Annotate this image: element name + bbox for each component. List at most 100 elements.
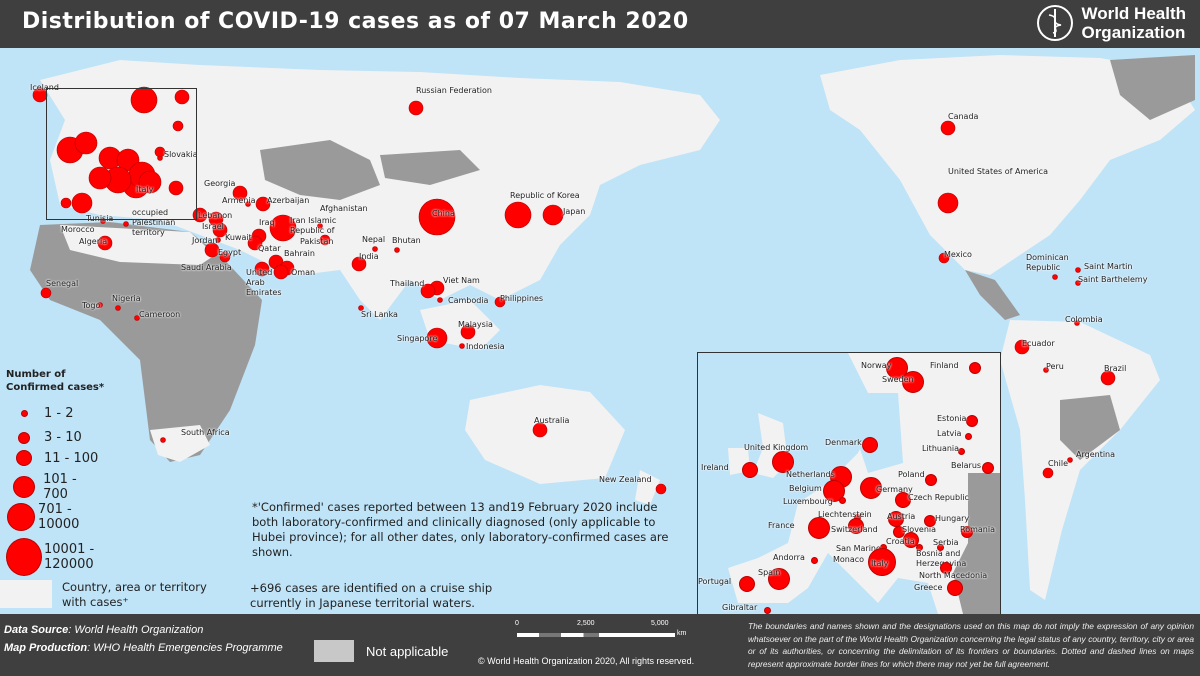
- not-applicable-label: Not applicable: [366, 644, 449, 659]
- case-bubbles: [32, 86, 1116, 495]
- inset-country-label: Czech Republic: [908, 493, 969, 502]
- legend-country-line2: with cases⁺: [62, 595, 129, 609]
- case-bubble: [808, 517, 830, 539]
- country-label: China: [432, 209, 455, 218]
- inset-country-label: Greece: [914, 583, 943, 592]
- country-label: Lebanon: [198, 211, 233, 220]
- case-bubble: [810, 556, 818, 564]
- case-bubble: [88, 166, 112, 190]
- case-bubble: [255, 196, 271, 212]
- legend-bubble-icon: [12, 476, 35, 498]
- org-name-line2: Organization: [1081, 23, 1186, 42]
- legend-range-label: 3 - 10: [44, 430, 82, 445]
- greenland-na: [1110, 55, 1195, 120]
- new-zealand: [635, 470, 660, 505]
- inset-country-label: Finland: [930, 361, 959, 370]
- legend-range-label: 101 - 700: [43, 472, 77, 502]
- case-bubble: [903, 532, 919, 548]
- case-bubble: [1067, 457, 1073, 463]
- inset-country-label: Italy: [871, 559, 889, 568]
- africa: [30, 222, 262, 462]
- scale-unit: km: [677, 630, 687, 637]
- case-bubble: [940, 120, 956, 136]
- scale-tick-label: 5,000: [651, 620, 669, 627]
- country-label: Italy: [136, 185, 154, 194]
- case-bubble: [71, 192, 93, 214]
- inset-country-label: Serbia: [933, 538, 959, 547]
- case-bubble: [254, 261, 270, 277]
- inset-country-label: Hungary: [935, 514, 970, 523]
- data-source: Data Source: World Health Organization: [4, 624, 204, 636]
- country-label: Bahrain: [284, 249, 315, 258]
- not-applicable-swatch: [314, 640, 354, 662]
- case-bubble: [408, 100, 424, 116]
- case-bubble: [247, 235, 263, 251]
- legend-item: 3 - 10: [6, 430, 82, 445]
- country-label: Slovakia: [164, 150, 198, 159]
- footer-bar: Data Source: World Health Organization M…: [0, 614, 1200, 676]
- legend-bubble-icon: [20, 410, 28, 417]
- legend-item: 1 - 2: [6, 406, 74, 421]
- inset-country-label: Belarus: [951, 461, 982, 470]
- case-bubble: [208, 211, 224, 227]
- case-bubble: [40, 287, 52, 299]
- legend-range-label: 1 - 2: [44, 406, 74, 421]
- country-label: Saudi Arabia: [181, 263, 232, 272]
- country-label: Afghanistan: [320, 204, 368, 213]
- legend-range-label: 11 - 100: [44, 450, 99, 466]
- country-label: Malaysia: [458, 320, 493, 329]
- case-bubble: [172, 120, 184, 132]
- country-label: Bhutan: [392, 236, 421, 245]
- inset-country-label: Spain: [758, 568, 781, 577]
- case-bubble: [174, 89, 190, 105]
- case-bubble: [319, 234, 331, 246]
- country-label: Saint Martin: [1084, 262, 1133, 271]
- country-label: Viet Nam: [443, 276, 480, 285]
- case-bubble: [886, 357, 908, 379]
- case-bubble: [940, 562, 952, 574]
- legend-item: 11 - 100: [6, 450, 98, 466]
- country-label: Japan: [563, 207, 586, 216]
- country-label: New Zealand: [599, 475, 652, 484]
- case-bubble: [115, 305, 121, 311]
- case-bubble: [893, 526, 905, 538]
- case-bubble: [742, 462, 758, 478]
- inset-country-label: Germany: [876, 485, 913, 494]
- inset-country-label: Slovenia: [902, 525, 937, 534]
- case-bubble: [947, 580, 963, 596]
- case-bubble: [1052, 274, 1058, 280]
- inset-country-label: Ireland: [701, 463, 729, 472]
- country-label: Senegal: [46, 279, 79, 288]
- case-bubble: [895, 492, 911, 508]
- case-bubble: [1042, 467, 1054, 479]
- case-bubble: [969, 362, 981, 374]
- legend-bubble-icon: [7, 503, 36, 531]
- country-label: Mexico: [944, 250, 972, 259]
- country-label: Egypt: [218, 248, 242, 257]
- confirmed-cases-note: *'Confirmed' cases reported between 13 a…: [252, 500, 669, 559]
- country-label: Brazil: [1104, 364, 1127, 373]
- case-bubble: [130, 86, 158, 114]
- case-bubble: [768, 568, 790, 590]
- inset-country-label: Denmark: [825, 438, 862, 447]
- central-america: [965, 270, 1020, 320]
- country-label: South Africa: [181, 428, 230, 437]
- inset-country-label: Portugal: [698, 577, 732, 586]
- country-label: Azerbaijan: [267, 196, 310, 205]
- scale-tick-label: 2,500: [577, 620, 595, 627]
- inset-country-label: Sweden: [882, 375, 914, 384]
- country-label: Oman: [291, 268, 316, 277]
- legend: Number of Confirmed cases* 1 - 2 3 - 10 11…: [0, 368, 207, 609]
- case-bubble: [966, 415, 978, 427]
- country-label: Peru: [1046, 362, 1064, 371]
- europe-inset-map: Norway Sweden Finland Estonia Latvia Lithuani…: [697, 352, 1001, 615]
- case-bubble: [763, 606, 771, 614]
- case-bubble: [1014, 339, 1030, 355]
- case-bubble: [938, 252, 950, 264]
- north-america: [820, 55, 1195, 275]
- scale-bar: 0 2,500 5,000 km: [515, 620, 690, 650]
- inset-country-label: North Macedonia: [919, 571, 988, 580]
- case-bubble: [772, 451, 794, 473]
- country-label: India: [359, 252, 379, 261]
- south-africa: [150, 425, 210, 462]
